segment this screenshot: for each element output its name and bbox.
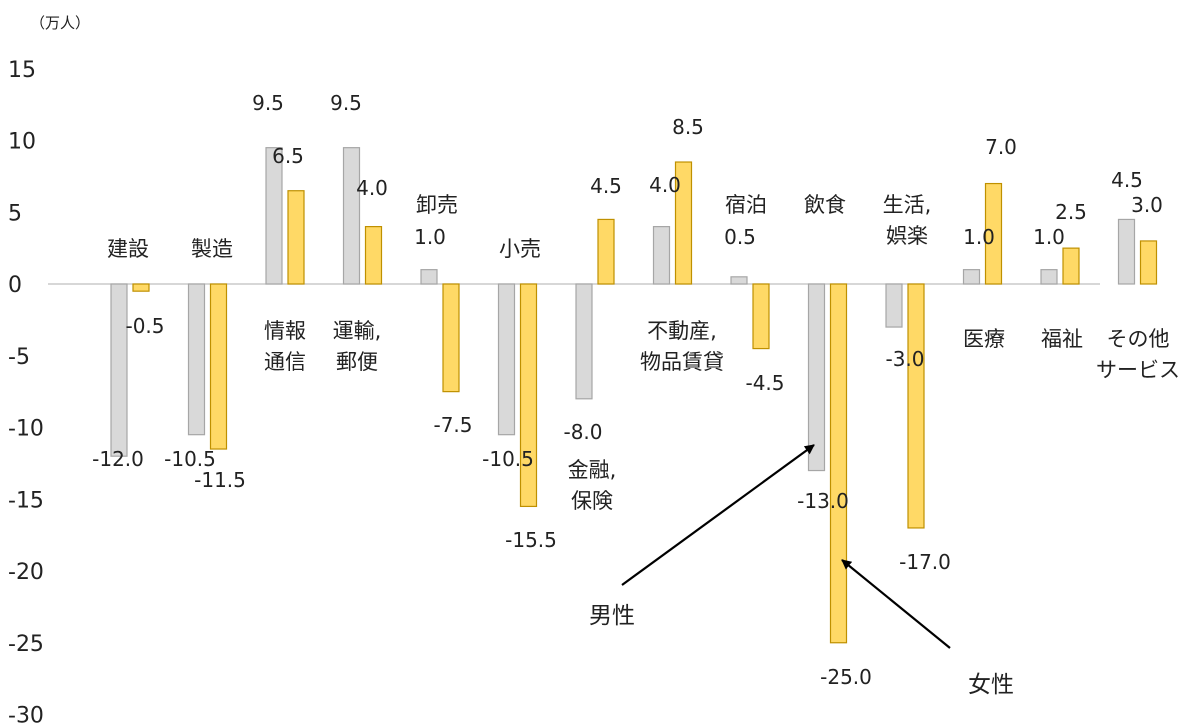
male-bar xyxy=(1117,218,1136,285)
male-data-label: -10.5 xyxy=(482,447,534,471)
y-tick-label: -25 xyxy=(8,632,44,657)
male-data-label: 1.0 xyxy=(414,225,446,249)
female-bar xyxy=(984,182,1003,285)
category-label: 製造 xyxy=(191,237,233,261)
female-annotation: 女性 xyxy=(968,672,1014,698)
male-bar xyxy=(962,269,981,285)
female-bar xyxy=(907,283,925,529)
male-bar xyxy=(652,226,671,285)
male-bar xyxy=(730,276,748,285)
male-data-label: -13.0 xyxy=(797,489,849,513)
category-label: 生活,娯楽 xyxy=(883,193,932,248)
y-tick-label: -15 xyxy=(8,488,44,513)
female-bar xyxy=(1062,247,1080,285)
male-data-label: -12.0 xyxy=(92,447,144,471)
female-data-label: -7.5 xyxy=(433,413,472,437)
y-tick-label: -20 xyxy=(8,560,44,585)
male-bar xyxy=(342,147,361,285)
category-label: その他サービス xyxy=(1096,327,1180,382)
y-axis: （万人） 15 10 5 0 -5 -10 -15 -20 -25 -30 xyxy=(8,14,1100,726)
male-data-label: 0.5 xyxy=(724,225,756,249)
female-data-label: 3.0 xyxy=(1131,193,1163,217)
male-data-label: 4.5 xyxy=(1111,168,1143,192)
bars xyxy=(110,147,1158,644)
female-data-label: 4.5 xyxy=(590,174,622,198)
female-data-label: -0.5 xyxy=(125,314,164,338)
female-data-label: -17.0 xyxy=(899,550,951,574)
female-bar xyxy=(209,283,228,450)
male-bar xyxy=(187,283,206,436)
female-data-label: 4.0 xyxy=(356,176,388,200)
male-annotation: 男性 xyxy=(589,603,635,629)
female-bar xyxy=(442,283,460,393)
male-data-label: 9.5 xyxy=(252,91,284,115)
female-bar xyxy=(364,226,383,285)
female-data-label: 2.5 xyxy=(1055,200,1087,224)
female-data-label: 6.5 xyxy=(272,144,304,168)
male-data-label: -10.5 xyxy=(164,447,216,471)
category-label: 運輸,郵便 xyxy=(333,319,382,374)
category-label: 金融,保険 xyxy=(568,458,617,513)
male-bar xyxy=(420,269,438,285)
female-data-label: 8.5 xyxy=(672,115,704,139)
y-tick-label: -10 xyxy=(8,417,44,442)
y-tick-label: 15 xyxy=(8,58,36,83)
female-bar xyxy=(287,190,305,285)
data-labels: -12.0 -10.5 9.5 9.5 1.0 -10.5 -8.0 4.0 0.5 -13.0 -… xyxy=(92,91,1163,689)
male-data-label: 4.0 xyxy=(649,173,681,197)
male-data-label: -3.0 xyxy=(885,347,924,371)
female-bar xyxy=(674,161,693,285)
male-bar xyxy=(885,283,903,328)
category-label: 飲食 xyxy=(804,193,846,217)
male-data-label: 9.5 xyxy=(330,91,362,115)
male-data-label: 1.0 xyxy=(1033,225,1065,249)
male-bar xyxy=(575,283,593,400)
female-bar xyxy=(132,283,150,292)
y-unit-label: （万人） xyxy=(30,14,90,32)
male-bar xyxy=(807,283,826,472)
female-bar xyxy=(519,283,538,508)
category-label: 福祉 xyxy=(1041,327,1083,351)
y-tick-label: -30 xyxy=(8,704,44,726)
category-label: 情報通信 xyxy=(264,319,306,374)
female-bar xyxy=(597,218,615,285)
female-arrow xyxy=(841,559,951,649)
female-data-label: -4.5 xyxy=(745,371,784,395)
female-data-label: -11.5 xyxy=(194,468,246,492)
male-data-label: 1.0 xyxy=(963,225,995,249)
male-data-label: -8.0 xyxy=(563,420,602,444)
male-bar xyxy=(1040,269,1058,285)
female-data-label: 7.0 xyxy=(985,135,1017,159)
category-label: 小売 xyxy=(499,237,541,261)
category-label: 宿泊 xyxy=(725,193,767,217)
female-bar xyxy=(752,283,770,350)
male-bar xyxy=(265,147,283,285)
y-tick-label: -5 xyxy=(8,345,30,370)
male-arrow xyxy=(621,444,815,586)
y-tick-label: 10 xyxy=(8,130,36,155)
y-tick-label: 5 xyxy=(8,201,22,226)
female-data-label: -15.5 xyxy=(505,528,557,552)
female-bar xyxy=(1139,240,1158,285)
category-label: 医療 xyxy=(963,327,1005,351)
male-bar xyxy=(110,283,128,457)
category-label: 卸売 xyxy=(416,193,458,217)
y-tick-label: 0 xyxy=(8,273,22,298)
female-data-label: -25.0 xyxy=(820,665,872,689)
category-label: 建設 xyxy=(107,237,149,261)
category-label: 不動産,物品賃貸 xyxy=(640,319,724,374)
female-bar xyxy=(829,283,848,644)
male-bar xyxy=(497,283,516,436)
